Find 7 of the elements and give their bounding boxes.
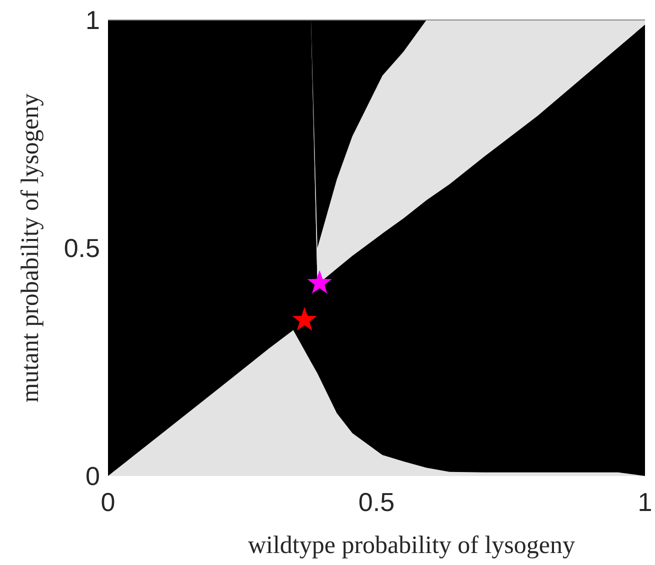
x-tick-label: 1 bbox=[638, 487, 652, 517]
x-axis-title: wildtype probability of lysogeny bbox=[248, 532, 576, 559]
y-tick-label: 0 bbox=[86, 461, 100, 492]
x-tick-label: 0.5 bbox=[358, 487, 395, 517]
y-axis-title: mutant probability of lysogeny bbox=[17, 93, 44, 402]
y-tick-label: 1 bbox=[86, 5, 100, 36]
y-tick-label: 0.5 bbox=[64, 233, 100, 264]
